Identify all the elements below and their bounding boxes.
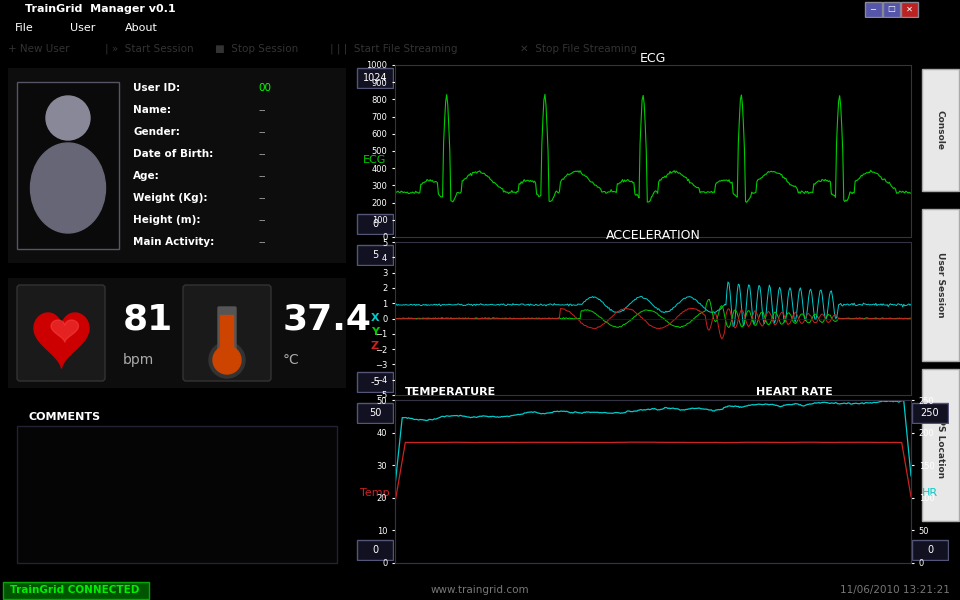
FancyBboxPatch shape xyxy=(6,400,348,569)
Text: 5: 5 xyxy=(372,250,378,260)
Text: --: -- xyxy=(258,193,266,203)
Text: About: About xyxy=(125,23,157,33)
Title: ECG: ECG xyxy=(639,52,666,65)
Title: ACCELERATION: ACCELERATION xyxy=(606,229,701,242)
Text: www.traingrid.com: www.traingrid.com xyxy=(431,585,529,595)
FancyBboxPatch shape xyxy=(218,307,236,351)
FancyBboxPatch shape xyxy=(17,285,105,381)
Text: 1024: 1024 xyxy=(363,73,387,83)
Text: ECG: ECG xyxy=(363,155,387,165)
Text: Weight (Kg):: Weight (Kg): xyxy=(133,193,207,203)
Text: Age:: Age: xyxy=(133,171,159,181)
FancyBboxPatch shape xyxy=(357,403,393,422)
FancyBboxPatch shape xyxy=(912,403,948,422)
Text: | | |  Start File Streaming: | | | Start File Streaming xyxy=(330,44,458,54)
Text: User ID:: User ID: xyxy=(133,83,180,93)
Polygon shape xyxy=(34,313,89,368)
Text: 0: 0 xyxy=(927,545,933,555)
Text: User: User xyxy=(70,23,95,33)
Text: COMMENTS: COMMENTS xyxy=(28,412,100,422)
Text: 0: 0 xyxy=(372,545,378,555)
Text: | »  Start Session: | » Start Session xyxy=(105,44,194,54)
Text: 00: 00 xyxy=(258,83,271,93)
Text: 81: 81 xyxy=(123,303,173,337)
FancyBboxPatch shape xyxy=(922,69,959,191)
Text: TrainGrid CONNECTED: TrainGrid CONNECTED xyxy=(11,585,140,595)
Text: HEART RATE: HEART RATE xyxy=(756,387,833,397)
Text: □: □ xyxy=(887,4,895,13)
FancyBboxPatch shape xyxy=(357,245,393,265)
Text: GPS Location: GPS Location xyxy=(935,412,945,479)
Text: Gender:: Gender: xyxy=(133,127,180,137)
Text: Z: Z xyxy=(371,341,379,351)
FancyBboxPatch shape xyxy=(3,581,149,599)
Text: Y: Y xyxy=(371,327,379,337)
Text: ■  Stop Session: ■ Stop Session xyxy=(215,44,299,54)
Text: File: File xyxy=(15,23,34,33)
Circle shape xyxy=(209,342,245,378)
Text: --: -- xyxy=(258,215,266,225)
Text: 37.4: 37.4 xyxy=(283,303,372,337)
Text: --: -- xyxy=(258,237,266,247)
Polygon shape xyxy=(51,320,79,342)
Text: 50: 50 xyxy=(369,408,381,418)
Text: + New User: + New User xyxy=(8,44,69,54)
Text: User Session: User Session xyxy=(935,252,945,318)
Text: bpm: bpm xyxy=(123,353,155,367)
Text: X: X xyxy=(371,313,379,323)
Text: --: -- xyxy=(258,149,266,159)
Text: Console: Console xyxy=(935,110,945,150)
Text: ✕: ✕ xyxy=(905,4,913,13)
FancyBboxPatch shape xyxy=(357,541,393,560)
FancyBboxPatch shape xyxy=(882,1,900,16)
Text: ─: ─ xyxy=(871,4,876,13)
Circle shape xyxy=(213,346,241,374)
FancyBboxPatch shape xyxy=(357,373,393,392)
FancyBboxPatch shape xyxy=(922,209,959,361)
FancyBboxPatch shape xyxy=(6,66,348,265)
Text: TEMPERATURE: TEMPERATURE xyxy=(405,387,496,397)
Text: Main Activity:: Main Activity: xyxy=(133,237,214,247)
FancyBboxPatch shape xyxy=(6,276,348,390)
Text: HR: HR xyxy=(922,487,938,497)
Text: TrainGrid  Manager v0.1: TrainGrid Manager v0.1 xyxy=(25,4,176,14)
FancyBboxPatch shape xyxy=(357,68,393,88)
Text: Date of Birth:: Date of Birth: xyxy=(133,149,213,159)
FancyBboxPatch shape xyxy=(865,1,881,16)
Text: 250: 250 xyxy=(921,408,939,418)
Text: Temp: Temp xyxy=(360,487,390,497)
FancyBboxPatch shape xyxy=(922,369,959,521)
Text: --: -- xyxy=(258,105,266,115)
FancyBboxPatch shape xyxy=(183,285,271,381)
Text: --: -- xyxy=(258,127,266,137)
Circle shape xyxy=(46,96,90,140)
Text: 0: 0 xyxy=(372,219,378,229)
Text: Name:: Name: xyxy=(133,105,171,115)
Text: °C: °C xyxy=(283,353,300,367)
Text: Height (m):: Height (m): xyxy=(133,215,201,225)
Text: ✕  Stop File Streaming: ✕ Stop File Streaming xyxy=(520,44,637,54)
FancyBboxPatch shape xyxy=(357,214,393,233)
Ellipse shape xyxy=(31,143,106,233)
FancyBboxPatch shape xyxy=(17,426,337,563)
FancyBboxPatch shape xyxy=(912,541,948,560)
FancyBboxPatch shape xyxy=(900,1,918,16)
Text: --: -- xyxy=(258,171,266,181)
FancyBboxPatch shape xyxy=(17,82,119,249)
Text: 11/06/2010 13:21:21: 11/06/2010 13:21:21 xyxy=(840,585,950,595)
Text: -5: -5 xyxy=(371,377,380,387)
FancyBboxPatch shape xyxy=(221,316,233,349)
